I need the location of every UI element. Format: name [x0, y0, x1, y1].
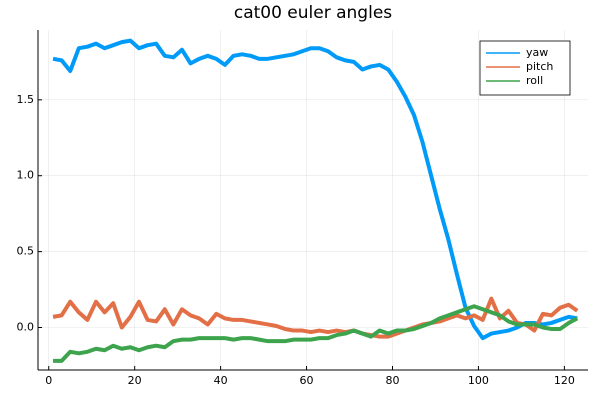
x-tick-label: 100	[468, 374, 489, 387]
legend-box	[479, 40, 571, 96]
legend-label: pitch	[526, 60, 553, 73]
x-tick-label: 20	[128, 374, 142, 387]
x-tick-label: 0	[45, 374, 52, 387]
series-line	[52, 296, 579, 339]
legend-label: yaw	[526, 46, 548, 59]
series-line	[52, 38, 578, 341]
x-tick-label: 40	[214, 374, 228, 387]
y-tick-label: 0.5	[17, 245, 35, 258]
x-tick-label: 60	[300, 374, 314, 387]
x-tick-label: 120	[554, 374, 575, 387]
x-tick-label: 80	[385, 374, 399, 387]
legend-label: roll	[526, 74, 543, 87]
y-tick-label: 0.0	[17, 321, 35, 334]
chart-title: cat00 euler angles	[234, 3, 392, 23]
y-tick-label: 1.0	[17, 169, 35, 182]
series-line	[53, 304, 579, 363]
y-tick-label: 1.5	[17, 93, 35, 106]
